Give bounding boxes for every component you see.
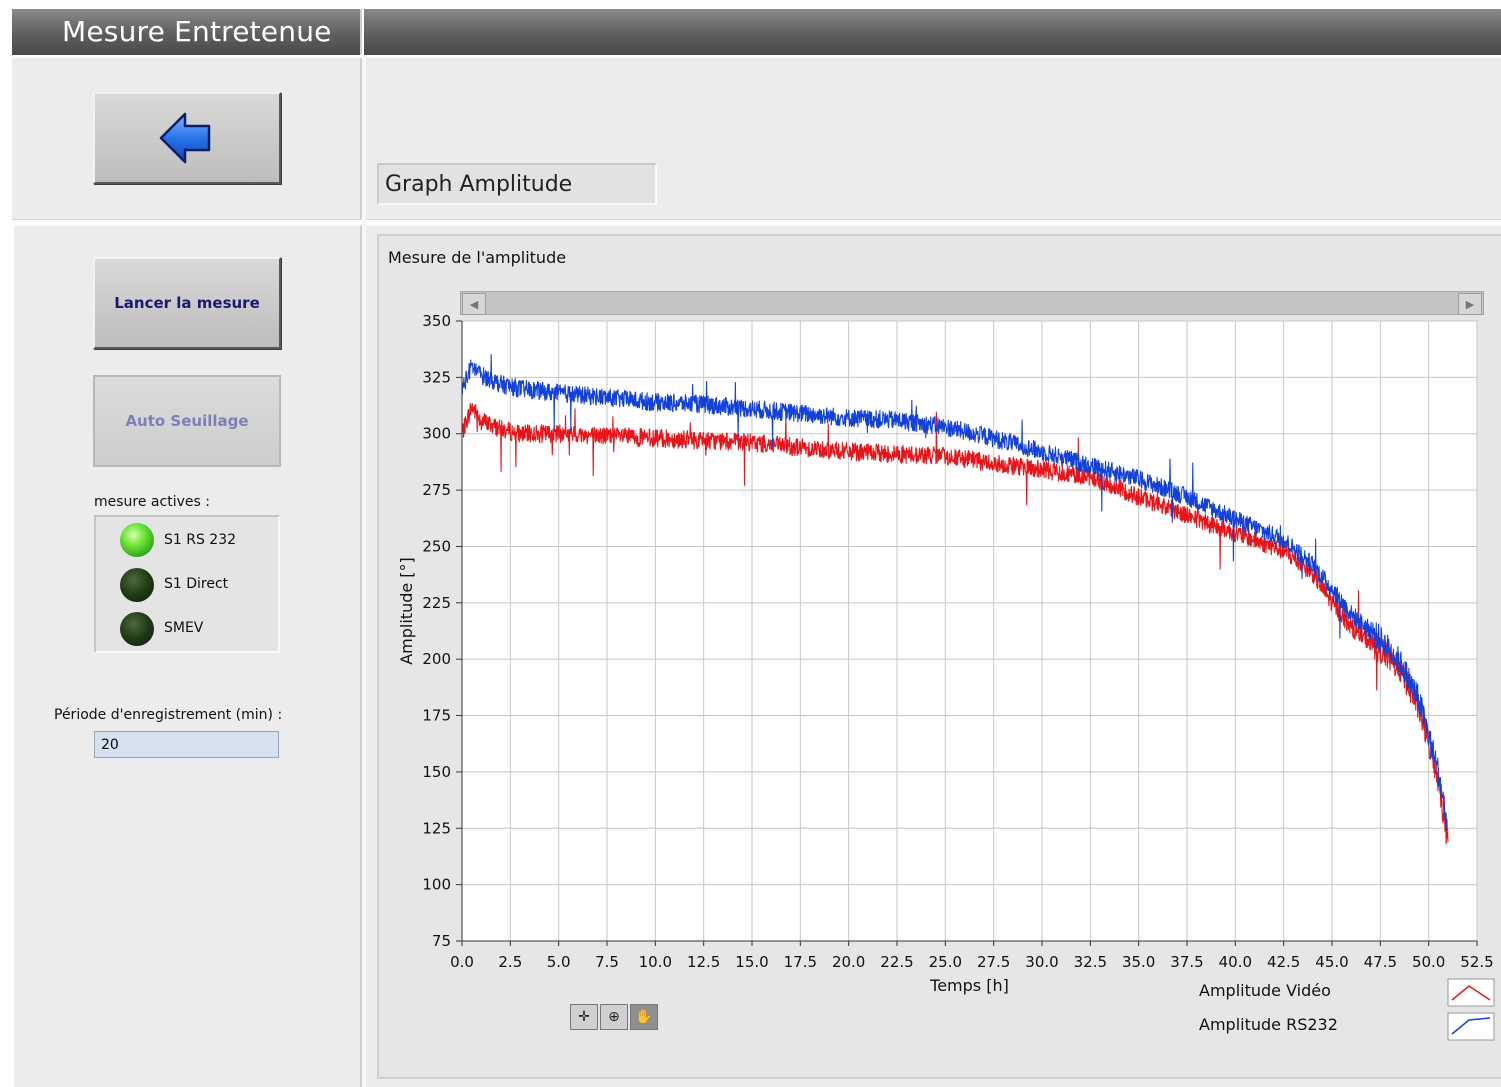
x-tick-label: 10.0 (639, 953, 672, 971)
x-tick-label: 15.0 (735, 953, 768, 971)
period-input[interactable]: 20 (94, 731, 279, 758)
x-tick-label: 22.5 (880, 953, 913, 971)
x-tick-label: 25.0 (929, 953, 962, 971)
vertical-divider (362, 55, 366, 1087)
chart-series (461, 354, 1449, 845)
x-tick-label: 20.0 (832, 953, 865, 971)
legend-line (1451, 985, 1491, 1001)
x-tick-label: 45.0 (1315, 953, 1348, 971)
graph-selector[interactable]: Graph Amplitude (377, 163, 657, 205)
plot-area (461, 320, 1478, 942)
y-tick-label: 200 (422, 650, 451, 668)
graph-scrollbar[interactable]: ◀ ▶ (460, 291, 1484, 315)
y-tick-label: 75 (432, 932, 451, 950)
active-measures-heading: mesure actives : (94, 494, 210, 510)
legend-line (1451, 1017, 1491, 1035)
x-tick-label: 35.0 (1122, 953, 1155, 971)
arrow-left-icon (159, 112, 211, 164)
launch-measure-button[interactable]: Lancer la mesure (93, 257, 281, 349)
led-label-smev: SMEV (164, 620, 204, 636)
led-label-s1-direct: S1 Direct (164, 576, 229, 592)
legend-label: Amplitude RS232 (1199, 1015, 1338, 1034)
x-tick-label: 27.5 (977, 953, 1010, 971)
legend-label: Amplitude Vidéo (1199, 981, 1331, 1000)
x-tick-label: 32.5 (1074, 953, 1107, 971)
scroll-left-arrow-icon[interactable]: ◀ (462, 293, 486, 315)
auto-threshold-button[interactable]: Auto Seuillage (93, 375, 281, 467)
led-smev (120, 612, 154, 646)
pan-hand-icon[interactable]: ✋ (630, 1004, 658, 1030)
series-line-video (461, 403, 1449, 845)
series-line-rs232 (461, 354, 1449, 831)
y-tick-label: 225 (422, 594, 451, 612)
chart-title: Mesure de l'amplitude (388, 248, 566, 267)
chart-axes: 0.0 2.5 5.0 7.5 10.0 12.5 15.0 17.5 20.0 22.5 25.0… (422, 312, 1493, 971)
led-s1-rs232 (120, 523, 154, 557)
x-tick-label: 50.0 (1412, 953, 1445, 971)
title-bar: Mesure Entretenue (12, 9, 362, 55)
launch-measure-label: Lancer la mesure (114, 294, 260, 312)
horizontal-divider (12, 219, 1501, 224)
x-tick-label: 7.5 (595, 953, 619, 971)
auto-threshold-label: Auto Seuillage (125, 412, 249, 430)
x-tick-label: 17.5 (784, 953, 817, 971)
x-tick-label: 42.5 (1267, 953, 1300, 971)
x-axis-label: Temps [h] (929, 976, 1009, 995)
x-tick-label: 52.5 (1460, 953, 1493, 971)
scroll-right-arrow-icon[interactable]: ▶ (1458, 293, 1482, 315)
back-button[interactable] (93, 92, 281, 184)
x-tick-label: 2.5 (498, 953, 522, 971)
legend-swatch (1447, 978, 1495, 1007)
x-tick-label: 47.5 (1364, 953, 1397, 971)
y-tick-label: 350 (422, 312, 451, 330)
y-tick-label: 250 (422, 537, 451, 555)
graph-tools: ✛ ⊕ ✋ (570, 1004, 658, 1030)
y-tick-label: 325 (422, 368, 451, 386)
y-tick-label: 300 (422, 425, 451, 443)
led-s1-direct (120, 568, 154, 602)
zoom-icon[interactable]: ⊕ (600, 1004, 628, 1030)
y-tick-label: 150 (422, 763, 451, 781)
x-tick-label: 12.5 (687, 953, 720, 971)
period-label: Période d'enregistrement (min) : (54, 707, 283, 723)
control-panel (14, 224, 362, 1087)
active-measures-box: S1 RS 232 S1 Direct SMEV (94, 515, 280, 653)
chart-legend: Amplitude Vidéo Amplitude RS232 (1199, 978, 1495, 1041)
window-title: Mesure Entretenue (62, 15, 332, 48)
legend-swatch (1447, 1012, 1495, 1041)
title-bar-extension (364, 9, 1501, 55)
x-tick-label: 30.0 (1025, 953, 1058, 971)
y-tick-label: 175 (422, 707, 451, 725)
amplitude-chart[interactable]: Mesure de l'amplitude 0.0 2.5 5.0 7.5 10.0 12… (377, 234, 1501, 1079)
x-tick-label: 0.0 (450, 953, 474, 971)
y-tick-label: 275 (422, 481, 451, 499)
x-tick-label: 40.0 (1219, 953, 1252, 971)
x-tick-label: 37.5 (1170, 953, 1203, 971)
y-tick-label: 125 (422, 819, 451, 837)
crosshair-icon[interactable]: ✛ (570, 1004, 598, 1030)
x-tick-label: 5.0 (547, 953, 571, 971)
y-tick-label: 100 (422, 876, 451, 894)
led-label-s1-rs232: S1 RS 232 (164, 532, 237, 548)
y-axis-label: Amplitude [°] (397, 557, 416, 665)
